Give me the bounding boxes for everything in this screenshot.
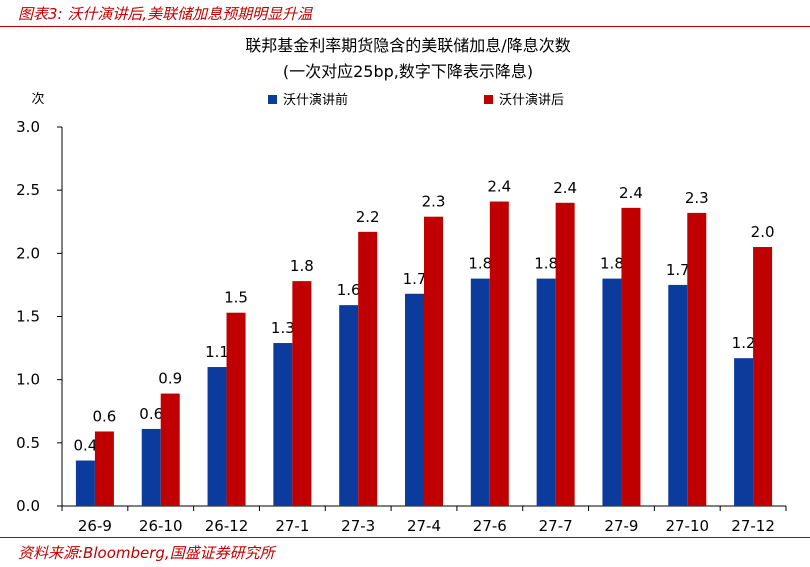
legend-swatch xyxy=(484,95,493,104)
data-label-after: 2.2 xyxy=(356,208,380,226)
data-label-after: 2.4 xyxy=(553,179,577,197)
x-tick-label: 27-12 xyxy=(731,517,775,535)
bar-after xyxy=(489,201,509,506)
bar-after xyxy=(621,207,641,506)
data-label-before: 1.1 xyxy=(205,343,229,361)
bar-before xyxy=(602,278,622,506)
data-label-before: 1.7 xyxy=(666,261,690,279)
bar-after xyxy=(226,312,246,506)
data-label-before: 0.6 xyxy=(139,405,163,423)
data-label-after: 2.3 xyxy=(685,189,709,207)
bar-before xyxy=(273,343,293,506)
bar-after xyxy=(358,231,378,506)
x-tick-label: 27-10 xyxy=(665,517,709,535)
bar-after xyxy=(555,202,575,507)
bar-before xyxy=(470,278,490,506)
y-axis: 0.0 0.5 1.0 1.5 2.0 2.5 3.0 xyxy=(16,118,63,515)
data-label-before: 1.8 xyxy=(534,255,558,273)
data-label-before: 1.3 xyxy=(271,319,295,337)
bar-before xyxy=(207,367,227,506)
bar-before xyxy=(141,428,161,506)
bar-after xyxy=(687,212,707,506)
y-tick-label: 0.5 xyxy=(16,434,40,452)
bar-before xyxy=(75,460,95,506)
y-tick-label: 3.0 xyxy=(16,118,40,136)
data-label-after: 2.4 xyxy=(619,184,643,202)
data-label-before: 1.7 xyxy=(403,270,427,288)
bar-before xyxy=(734,358,754,506)
data-label-after: 0.9 xyxy=(158,370,182,388)
x-tick-label: 27-3 xyxy=(341,517,375,535)
footer-divider xyxy=(0,537,810,538)
data-label-before: 1.8 xyxy=(600,255,624,273)
source-note: 资料来源:Bloomberg,国盛证券研究所 xyxy=(18,544,275,562)
y-axis-unit-label: 次 xyxy=(31,91,44,107)
y-tick-label: 1.0 xyxy=(16,371,40,389)
legend-label: 沃什演讲前 xyxy=(283,92,348,108)
figure-label: 图表3: 沃什演讲后,美联储加息预期明显升温 xyxy=(18,5,313,23)
x-tick-label: 27-1 xyxy=(275,517,309,535)
data-label-after: 0.6 xyxy=(92,407,116,425)
x-tick-label: 27-7 xyxy=(539,517,573,535)
data-label-after: 2.4 xyxy=(487,178,511,196)
chart-subtitle: (一次对应25bp,数字下降表示降息) xyxy=(283,62,533,81)
x-tick-label: 26-9 xyxy=(78,517,112,535)
bar-before xyxy=(405,293,424,506)
bar-before xyxy=(339,305,359,506)
bar-after xyxy=(292,281,312,506)
figure-header: 图表3: 沃什演讲后,美联储加息预期明显升温 xyxy=(0,0,810,27)
x-tick-label: 27-6 xyxy=(473,517,507,535)
data-label-before: 1.2 xyxy=(732,334,756,352)
data-label-after: 1.8 xyxy=(290,257,314,275)
data-label-after: 2.0 xyxy=(751,223,775,241)
data-label-after: 2.3 xyxy=(422,193,446,211)
x-tick-label: 27-4 xyxy=(407,517,441,535)
bars: 0.4 0.6 1.1 1.3 1.6 1.7 1.8 1.8 1.8 1.7 1.2 0.6 0.9 1… xyxy=(73,178,775,507)
data-label-before: 0.4 xyxy=(73,437,97,455)
data-label-before: 1.8 xyxy=(468,255,492,273)
y-tick-label: 0.0 xyxy=(16,497,40,515)
legend-swatch xyxy=(268,95,277,104)
x-tick-label: 26-12 xyxy=(205,517,249,535)
x-tick-label: 27-9 xyxy=(604,517,638,535)
bar-after xyxy=(94,431,114,506)
y-tick-label: 2.0 xyxy=(16,244,40,262)
legend: 沃什演讲前 沃什演讲后 xyxy=(268,92,564,108)
bar-before xyxy=(668,284,688,506)
legend-label: 沃什演讲后 xyxy=(499,92,564,108)
x-tick-label: 26-10 xyxy=(139,517,183,535)
bar-after xyxy=(424,216,443,507)
bar-after xyxy=(753,247,773,506)
chart-title: 联邦基金利率期货隐含的美联储加息/降息次数 xyxy=(245,36,570,55)
data-label-after: 1.5 xyxy=(224,289,248,307)
y-tick-label: 2.5 xyxy=(16,181,40,199)
bar-after xyxy=(160,393,180,506)
x-axis: 26-9 26-10 26-12 27-1 27-3 27-4 27-6 27-7 27-9 27… xyxy=(61,505,787,535)
data-label-before: 1.6 xyxy=(337,281,361,299)
bar-before xyxy=(536,278,556,506)
y-tick-label: 1.5 xyxy=(16,308,40,326)
